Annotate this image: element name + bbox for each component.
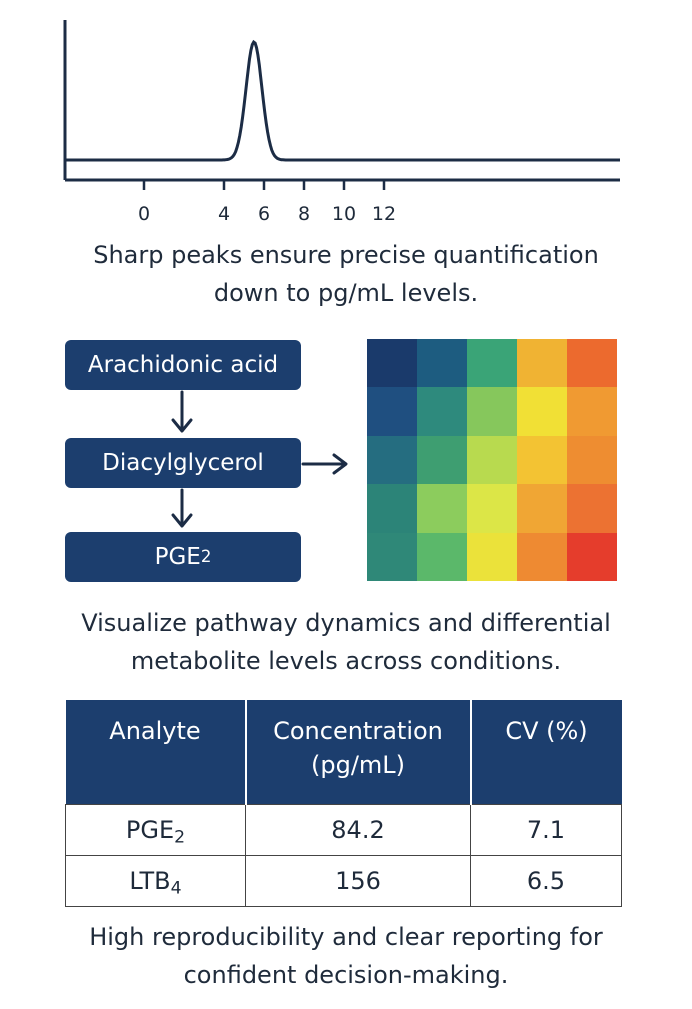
heatmap-cell <box>567 532 617 581</box>
heatmap-cell <box>517 339 567 388</box>
x-tick-label: 10 <box>332 203 356 225</box>
heatmap-cell <box>367 532 417 581</box>
down-arrow-icon <box>171 390 193 433</box>
header-line: (pg/mL) <box>310 751 406 779</box>
right-arrow-icon <box>301 453 348 475</box>
pathway-node-pge2: PGE 2 <box>65 532 301 582</box>
caption-line: confident decision-making. <box>183 961 509 989</box>
analyte-cell: LTB4 <box>65 855 246 907</box>
chromatogram-trace <box>65 39 620 162</box>
heatmap-cell <box>417 484 467 533</box>
heatmap-cell <box>517 387 567 436</box>
table-row: PGE2 84.2 7.1 <box>65 804 622 856</box>
table-row: LTB4 156 6.5 <box>65 855 622 907</box>
heatmap-cell <box>467 484 517 533</box>
node-label: PGE <box>154 544 201 570</box>
heatmap-cell <box>517 532 567 581</box>
node-label: Diacylglycerol <box>102 450 264 476</box>
caption-line: down to pg/mL levels. <box>213 279 479 307</box>
analyte-name: PGE <box>125 816 175 844</box>
cv-cell: 7.1 <box>470 804 622 856</box>
caption-line: Sharp peaks ensure precise quantificatio… <box>93 241 599 269</box>
concentration-cell: 84.2 <box>245 804 471 856</box>
x-tick-label: 6 <box>258 203 270 225</box>
header-cv: CV (%) <box>470 700 622 805</box>
heatmap-cell <box>417 532 467 581</box>
header-line: CV (%) <box>505 717 588 745</box>
heatmap-cell <box>567 484 617 533</box>
heatmap-cell <box>417 339 467 388</box>
heatmap-cell <box>467 435 517 485</box>
header-line: Analyte <box>109 717 201 745</box>
header-analyte: Analyte <box>65 700 247 805</box>
caption-line: metabolite levels across conditions. <box>130 647 562 675</box>
node-label: Arachidonic acid <box>87 352 279 378</box>
down-arrow-icon <box>171 488 193 528</box>
x-tick-label: 0 <box>138 203 150 225</box>
heatmap-cell <box>567 387 617 436</box>
heatmap-cell <box>467 387 517 436</box>
header-line: Concentration <box>273 717 443 745</box>
cv-cell: 6.5 <box>470 855 622 907</box>
analyte-subscript: 2 <box>174 827 186 848</box>
x-tick-label: 8 <box>298 203 310 225</box>
heatmap-cell <box>467 339 517 388</box>
heatmap-cell <box>467 532 517 581</box>
caption-line: High reproducibility and clear reporting… <box>89 923 603 951</box>
heatmap-cell <box>417 435 467 485</box>
x-tick-label: 12 <box>372 203 396 225</box>
heatmap <box>367 339 617 581</box>
pathway-node-arachidonic-acid: Arachidonic acid <box>65 340 301 390</box>
pathway-caption: Visualize pathway dynamics and different… <box>0 604 692 680</box>
heatmap-cell <box>567 435 617 485</box>
x-tick-label: 4 <box>218 203 230 225</box>
chromatogram: 0 4 6 8 10 12 <box>63 20 620 225</box>
concentration-cell: 156 <box>245 855 471 907</box>
heatmap-cell <box>367 339 417 388</box>
analyte-name: LTB <box>129 867 171 895</box>
heatmap-cell <box>417 387 467 436</box>
peaks-caption: Sharp peaks ensure precise quantificatio… <box>0 236 692 312</box>
heatmap-cell <box>517 435 567 485</box>
report-caption: High reproducibility and clear reporting… <box>0 918 692 994</box>
caption-line: Visualize pathway dynamics and different… <box>81 609 611 637</box>
results-table: Analyte Concentration (pg/mL) CV (%) PGE… <box>65 700 622 907</box>
heatmap-cell <box>367 484 417 533</box>
heatmap-cell <box>367 387 417 436</box>
pathway-node-diacylglycerol: Diacylglycerol <box>65 438 301 488</box>
analyte-subscript: 4 <box>170 878 182 899</box>
heatmap-cell <box>367 435 417 485</box>
heatmap-cell <box>517 484 567 533</box>
table-header-row: Analyte Concentration (pg/mL) CV (%) <box>65 700 622 805</box>
header-concentration: Concentration (pg/mL) <box>245 700 472 805</box>
analyte-cell: PGE2 <box>65 804 246 856</box>
heatmap-cell <box>567 339 617 388</box>
